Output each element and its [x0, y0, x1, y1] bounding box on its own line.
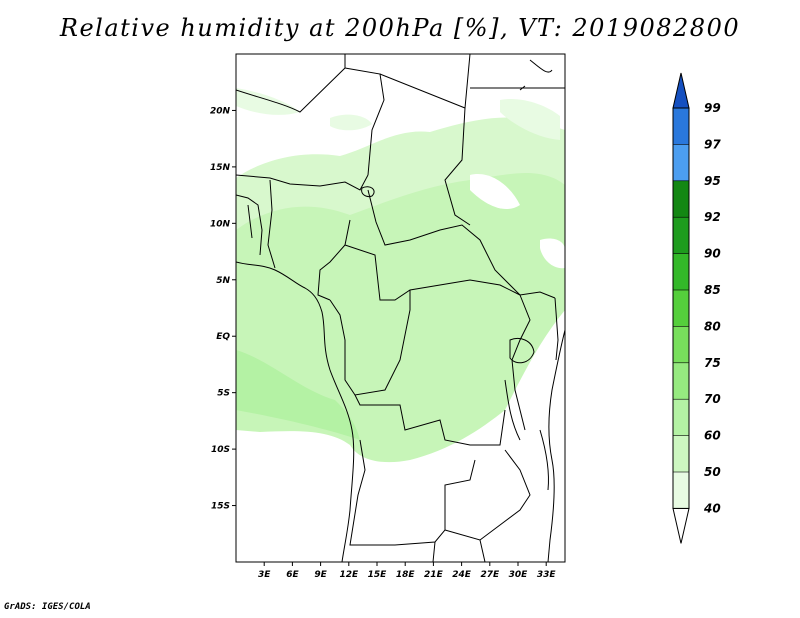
lat-tick-label: 5S — [217, 389, 230, 399]
lon-tick-label: 21E — [424, 570, 444, 580]
software-credit: GrADS: IGES/COLA — [4, 602, 91, 612]
lon-tick-label: 3E — [258, 570, 271, 580]
colorbar-box — [673, 253, 689, 290]
humidity-area-north-2 — [330, 114, 372, 131]
colorbar-level-label: 97 — [704, 137, 721, 151]
lat-tick-label: 10S — [211, 445, 230, 455]
lon-tick-label: 24E — [452, 570, 472, 580]
lon-tick-label: 12E — [339, 570, 359, 580]
coastline-east-africa — [547, 329, 565, 562]
map-frame — [235, 53, 566, 563]
colorbar-level-label: 50 — [704, 465, 721, 479]
humidity-area-west — [236, 350, 360, 440]
clear-area-2 — [540, 238, 565, 269]
colorbar-box — [673, 326, 689, 363]
coast-red-sea — [519, 59, 553, 91]
border-kenya — [554, 297, 559, 361]
border-angola — [349, 439, 476, 546]
lon-tick-label: 9E — [314, 570, 327, 580]
lon-tick-label: 15E — [368, 570, 388, 580]
border-north-2 — [344, 67, 385, 176]
border-drc — [354, 394, 506, 446]
coastline-west-africa — [236, 261, 355, 562]
colorbar-arrow-low — [672, 507, 690, 544]
border-west-coast — [236, 194, 263, 256]
colorbar-level-label: 70 — [704, 392, 721, 406]
country-borders — [236, 54, 565, 562]
lake-chad — [361, 186, 375, 197]
lat-tick-label: 10N — [210, 219, 231, 229]
border-north-4 — [444, 107, 471, 226]
colorbar-box — [673, 108, 689, 145]
border-cameroon — [317, 219, 351, 301]
lon-tick-label: 33E — [537, 570, 557, 580]
colorbar-box — [673, 217, 689, 254]
lake-tanganyika — [504, 379, 521, 441]
lat-tick-label: 20N — [210, 106, 231, 116]
colorbar-box — [673, 290, 689, 327]
border-sahel-2 — [367, 189, 556, 299]
lon-tick-label: 6E — [286, 570, 299, 580]
lake-malawi — [539, 429, 549, 491]
colorbar: 40 50 60 70 75 80 85 90 92 95 97 99 — [672, 72, 721, 544]
border-north-3 — [379, 54, 471, 109]
colorbar-box — [673, 435, 689, 472]
border-nigeria — [267, 179, 276, 269]
colorbar-level-label: 75 — [704, 356, 721, 370]
colorbar-box — [673, 399, 689, 436]
lat-tick-label: 15S — [211, 502, 230, 512]
lon-tick-label: 18E — [396, 570, 416, 580]
lat-tick-label: EQ — [216, 332, 230, 342]
border-north-1 — [236, 54, 346, 113]
colorbar-level-label: 95 — [704, 174, 721, 188]
lon-tick-label: 27E — [480, 570, 500, 580]
clear-area-1 — [470, 174, 520, 210]
colorbar-box — [673, 144, 689, 181]
humidity-area-north-3 — [500, 98, 560, 140]
colorbar-level-label: 40 — [703, 501, 721, 515]
colorbar-level-label: 99 — [704, 101, 721, 115]
border-sahel-1 — [236, 174, 369, 191]
colorbar-level-label: 80 — [704, 319, 721, 333]
lake-victoria — [509, 338, 535, 364]
lat-tick-label: 5N — [216, 276, 230, 286]
colorbar-level-label: 85 — [704, 283, 721, 297]
longitude-axis: 3E 6E 9E 12E 15E 18E 21E 24E 27E 30E 33E — [258, 562, 556, 580]
lon-tick-label: 30E — [509, 570, 529, 580]
lat-tick-label: 15N — [210, 163, 231, 173]
border-zambia — [444, 449, 531, 541]
border-south — [432, 539, 486, 562]
latitude-axis: 20N 15N 10N 5N EQ 5S 10S 15S — [210, 106, 236, 512]
colorbar-box — [673, 362, 689, 400]
humidity-area-north-1 — [236, 88, 300, 115]
colorbar-box — [673, 472, 689, 509]
colorbar-level-label: 92 — [704, 210, 721, 224]
colorbar-level-label: 90 — [704, 247, 721, 261]
colorbar-box — [673, 180, 689, 218]
border-east-1 — [511, 294, 531, 431]
chart-title: Relative humidity at 200hPa [%], VT: 201… — [59, 14, 741, 42]
colorbar-arrow-high — [672, 72, 690, 109]
colorbar-level-label: 60 — [704, 429, 721, 443]
